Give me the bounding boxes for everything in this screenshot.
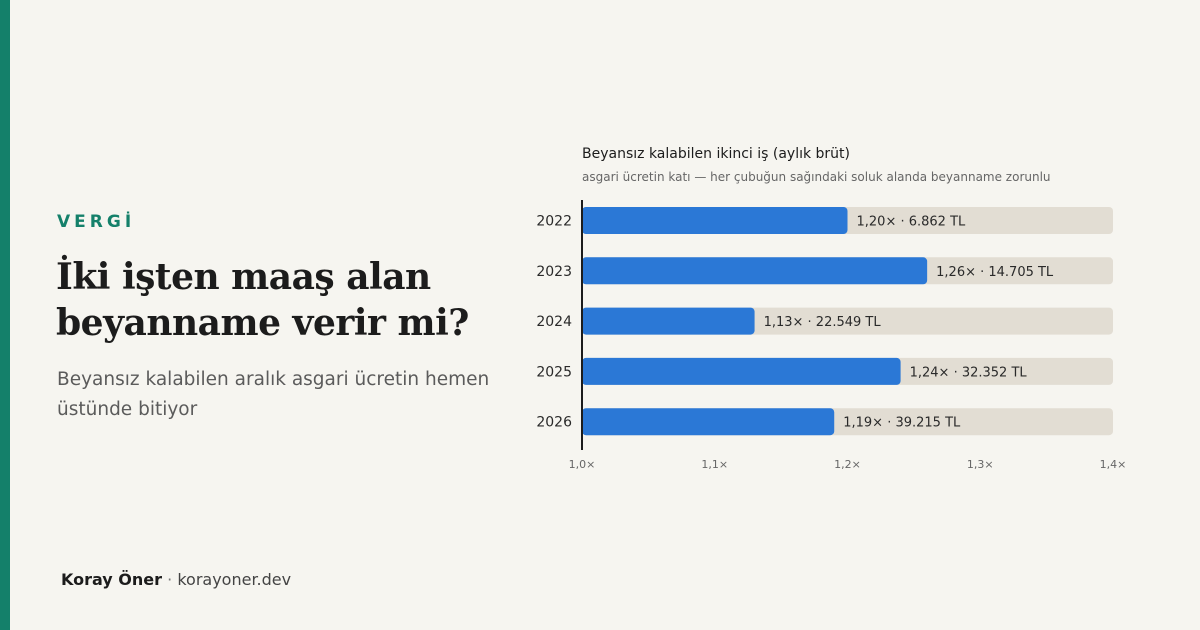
x-tick-label: 1,0× xyxy=(569,458,596,471)
x-tick-label: 1,2× xyxy=(834,458,861,471)
byline: Koray Öner · korayoner.dev xyxy=(61,570,291,589)
byline-separator: · xyxy=(167,570,173,589)
bar xyxy=(582,408,835,436)
x-tick-label: 1,4× xyxy=(1100,458,1127,471)
bar xyxy=(582,207,848,234)
chart-subtitle: asgari ücretin katı — her çubuğun sağınd… xyxy=(582,170,1051,184)
bar xyxy=(582,357,901,385)
bar xyxy=(582,257,928,285)
year-label: 2024 xyxy=(536,314,572,330)
year-label: 2025 xyxy=(536,364,572,380)
headline: İki işten maaş alan beyanname verir mi? xyxy=(56,256,469,344)
chart-title: Beyansız kalabilen ikinci iş (aylık brüt… xyxy=(582,146,851,162)
bar-value-label: 1,13× · 22.549 TL xyxy=(764,315,882,330)
bar-value-label: 1,19× · 39.215 TL xyxy=(843,416,961,431)
bar xyxy=(582,307,755,335)
bar-value-label: 1,24× · 32.352 TL xyxy=(910,365,1028,380)
year-label: 2023 xyxy=(536,264,572,280)
bar-value-label: 1,26× · 14.705 TL xyxy=(936,265,1054,280)
bar-value-label: 1,20× · 6.862 TL xyxy=(857,215,967,230)
x-tick-label: 1,3× xyxy=(967,458,994,471)
category-label: VERGİ xyxy=(57,212,136,232)
site-link[interactable]: korayoner.dev xyxy=(177,570,292,589)
x-tick-label: 1,1× xyxy=(701,458,728,471)
author-name: Koray Öner xyxy=(61,570,163,589)
year-label: 2022 xyxy=(536,214,572,230)
year-label: 2026 xyxy=(536,415,572,431)
accent-bar xyxy=(0,0,10,630)
subtitle: Beyansız kalabilen aralık asgari ücretin… xyxy=(57,369,490,420)
